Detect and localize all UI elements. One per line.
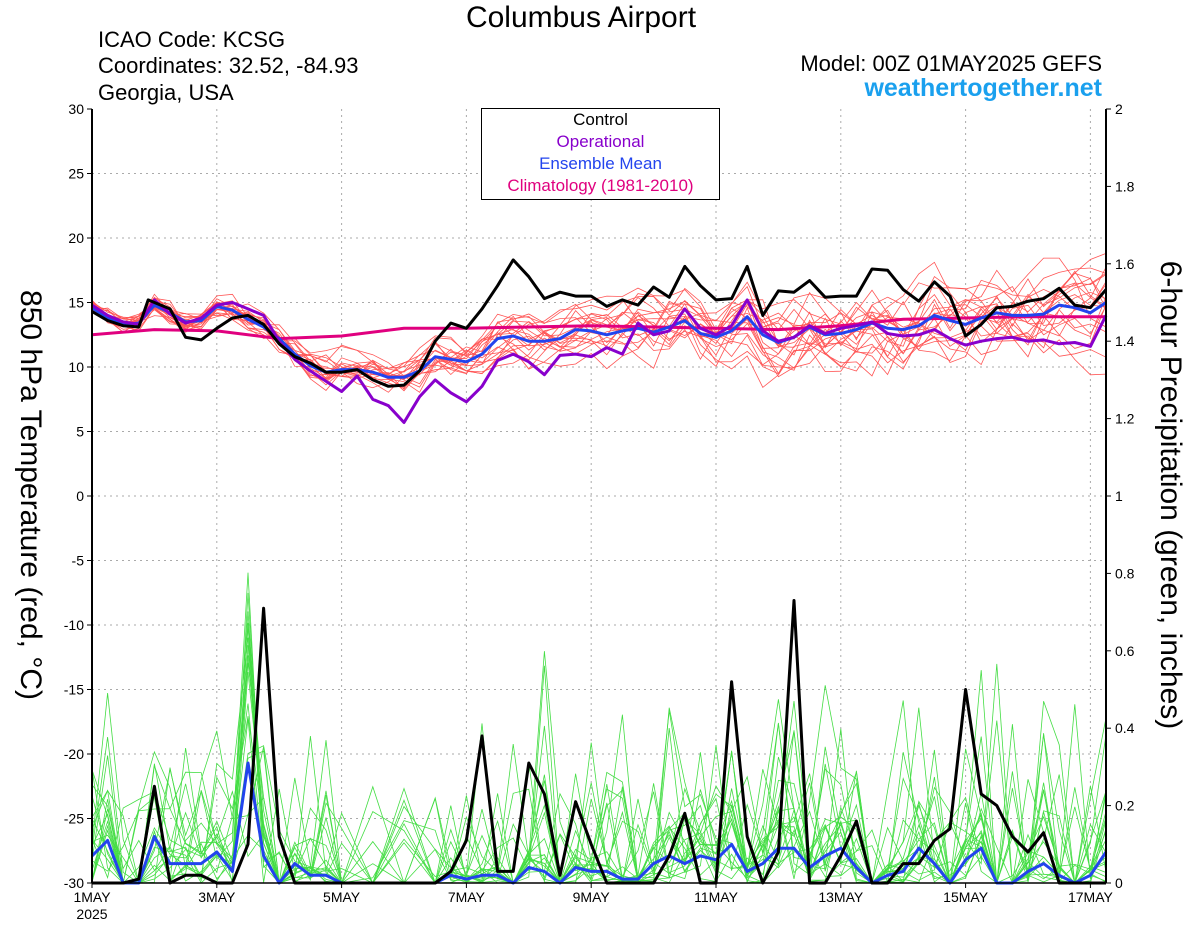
x-tick-label: 15MAY (943, 889, 989, 905)
right-tick-label: 1.2 (1115, 411, 1135, 427)
legend-ensemble-mean: Ensemble Mean (539, 154, 662, 173)
legend-control: Control (573, 110, 628, 129)
left-tick-label: -20 (64, 746, 84, 762)
legend-climatology: Climatology (1981-2010) (507, 176, 694, 195)
left-tick-label: 30 (68, 101, 84, 117)
left-tick-label: 20 (68, 230, 84, 246)
highlighted-series (90, 258, 1108, 885)
x-tick-label: 9MAY (573, 889, 611, 905)
right-tick-label: 0.2 (1115, 798, 1135, 814)
ensemble-temp-member (91, 281, 1107, 388)
ensemble-precip-member (91, 776, 1107, 885)
x-tick-sublabel: 2025 (76, 906, 107, 922)
right-tick-label: 0.6 (1115, 643, 1135, 659)
x-tick-label: 13MAY (818, 889, 864, 905)
right-tick-label: 0.4 (1115, 720, 1135, 736)
right-tick-label: 1.8 (1115, 178, 1135, 194)
x-tick-label: 17MAY (1068, 889, 1114, 905)
series-line-ensemble-mean-precip (90, 761, 1108, 885)
ensemble-temp-member (91, 272, 1107, 392)
ensemble-precipitation-members (91, 572, 1107, 885)
coordinates: Coordinates: 32.52, -84.93 (98, 53, 359, 78)
left-tick-label: -10 (64, 617, 84, 633)
left-tick-label: -5 (72, 553, 85, 569)
right-tick-label: 1 (1115, 488, 1123, 504)
x-tick-label: 3MAY (198, 889, 236, 905)
tick-labels: 302520151050-5-10-15-20-25-3021.81.61.41… (64, 101, 1135, 922)
right-axis-title: 6-hour Precipitation (green, inches) (1154, 260, 1187, 730)
left-tick-label: 10 (68, 359, 84, 375)
ensemble-temp-member (91, 261, 1107, 388)
axes (87, 108, 1111, 888)
ensemble-precip-member (91, 611, 1107, 885)
left-axis-title: 850 hPa Temperature (red, °C) (14, 290, 47, 700)
left-tick-label: -25 (64, 811, 84, 827)
left-tick-label: 5 (76, 424, 84, 440)
series-line-operational-temp (91, 298, 1108, 424)
left-tick-label: 0 (76, 488, 84, 504)
location: Georgia, USA (98, 80, 234, 105)
x-tick-label: 5MAY (323, 889, 361, 905)
right-tick-label: 0 (1115, 875, 1123, 891)
series-line-ensemble-mean-temp (91, 301, 1107, 379)
x-tick-label: 7MAY (448, 889, 486, 905)
model-run: Model: 00Z 01MAY2025 GEFS (800, 51, 1102, 76)
right-tick-label: 1.4 (1115, 333, 1135, 349)
legend-operational: Operational (556, 132, 645, 151)
chart-title: Columbus Airport (465, 1, 697, 34)
right-tick-label: 0.8 (1115, 565, 1135, 581)
icao-code: ICAO Code: KCSG (98, 27, 286, 52)
left-tick-label: -15 (64, 682, 84, 698)
x-tick-label: 11MAY (694, 889, 738, 905)
series-line-climatology-1981-2010-temp (91, 315, 1106, 341)
right-tick-label: 1.6 (1115, 256, 1135, 272)
left-tick-label: -30 (64, 875, 84, 891)
left-tick-label: 25 (68, 166, 84, 182)
ensemble-temp-member (91, 253, 1107, 381)
grid-lines (92, 109, 1106, 883)
x-tick-label: 1MAY (73, 889, 111, 905)
ensemble-temp-member (91, 296, 1107, 377)
series-line-control-temp (91, 258, 1108, 388)
site-link[interactable]: weathertogether.net (864, 74, 1102, 102)
left-tick-label: 15 (68, 295, 84, 311)
right-tick-label: 2 (1115, 101, 1123, 117)
ensemble-temp-member (91, 285, 1107, 377)
chart-legend: Control Operational Ensemble Mean Climat… (481, 108, 720, 200)
